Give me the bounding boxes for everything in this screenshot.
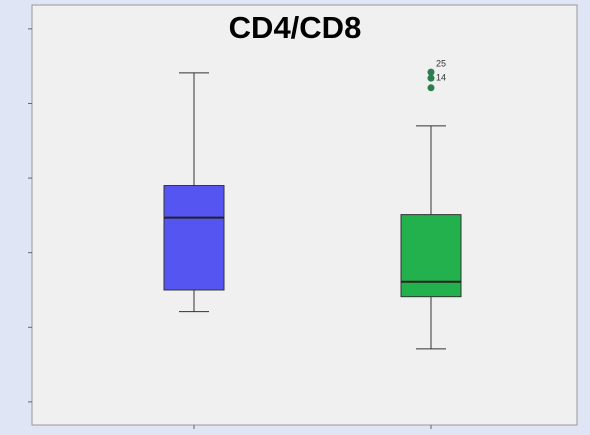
outlier-label: 25	[436, 59, 446, 69]
box	[400, 214, 462, 298]
outlier	[427, 74, 435, 82]
outlier-label: 14	[436, 72, 446, 82]
outlier	[427, 84, 435, 92]
outlier	[427, 68, 435, 76]
box	[163, 185, 225, 291]
plot-area	[31, 4, 578, 426]
chart-title: CD4/CD8	[229, 10, 362, 45]
